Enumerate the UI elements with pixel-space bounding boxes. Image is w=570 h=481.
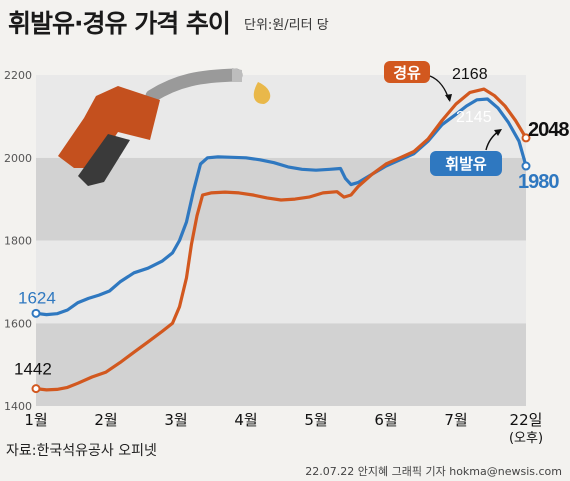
badge-diesel-text: 경유 <box>393 64 421 82</box>
nozzle-handle <box>58 86 160 168</box>
x-axis-labels: 1월 2월 3월 4월 5월 6월 7월 22일 (오후) <box>24 411 543 446</box>
label-diesel-end: 2048 <box>528 119 569 141</box>
fuel-droplet <box>253 82 271 104</box>
arrow-diesel-head <box>445 94 452 102</box>
arrow-gasoline-head <box>494 129 502 136</box>
label-gasoline-peak: 2145 <box>456 109 492 126</box>
x-label-5: 6월 <box>374 411 397 429</box>
start-point-gasoline <box>31 308 41 318</box>
label-diesel-peak: 2168 <box>452 66 488 83</box>
y-tick-2000: 2000 <box>4 152 32 165</box>
x-label-6: 7월 <box>444 411 467 429</box>
label-gasoline-end: 1980 <box>518 171 559 193</box>
y-axis-ticks: 1400 1600 1800 2000 2200 <box>4 69 32 413</box>
series-lines <box>31 87 531 394</box>
line-gasoline <box>34 97 528 317</box>
label-diesel-start: 1442 <box>14 360 52 379</box>
nozzle-trigger <box>78 134 130 186</box>
x-label-7: 22일 <box>510 411 543 429</box>
line-diesel <box>34 87 528 392</box>
x-label-3: 4월 <box>234 411 257 429</box>
y-tick-2200: 2200 <box>4 69 32 82</box>
badge-diesel <box>384 61 430 83</box>
start-point-diesel <box>31 384 41 394</box>
label-gasoline-start: 1624 <box>18 288 56 307</box>
y-tick-1600: 1600 <box>4 317 32 330</box>
unit-label: 단위:원/리터 당 <box>244 18 329 33</box>
x-label-0: 1월 <box>24 411 47 429</box>
graphic-credit: 22.07.22 안지혜 그래픽 기자 hokma@newsis.com <box>305 465 562 478</box>
end-point-diesel <box>521 133 531 143</box>
end-point-gasoline <box>521 161 531 171</box>
y-tick-1800: 1800 <box>4 235 32 248</box>
y-tick-1400: 1400 <box>4 400 32 413</box>
x-label-1: 2월 <box>94 411 117 429</box>
x-label-note: (오후) <box>509 431 543 446</box>
x-label-4: 5월 <box>304 411 327 429</box>
fuel-hose <box>145 68 243 103</box>
chart-title: 휘발유·경유 가격 추이 <box>8 9 231 38</box>
fuel-nozzle-icon <box>58 68 271 186</box>
nozzle-spout <box>232 68 242 82</box>
badge-gasoline <box>430 151 502 176</box>
band-1400 <box>36 323 526 406</box>
band-1600 <box>36 240 526 324</box>
badge-gasoline-text: 휘발유 <box>445 155 487 173</box>
x-label-2: 3월 <box>164 411 187 429</box>
data-source: 자료:한국석유공사 오피넷 <box>6 443 157 459</box>
